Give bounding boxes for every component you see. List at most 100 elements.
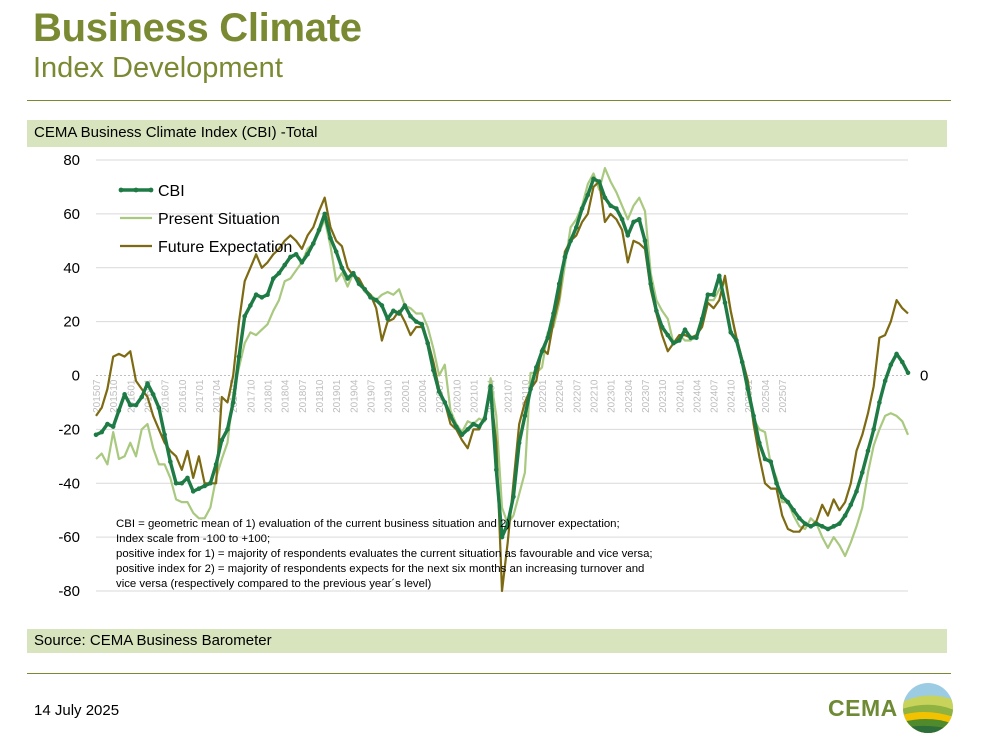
cbi-point [265, 292, 270, 297]
cbi-point [156, 405, 162, 411]
y-tick-label: 40 [63, 260, 80, 277]
cbi-point [419, 322, 425, 327]
cbi-point [511, 494, 516, 500]
cbi-point [591, 176, 596, 182]
y-tick-label: -60 [58, 529, 80, 546]
cbi-point [757, 440, 762, 446]
cbi-point [402, 303, 408, 308]
x-tick-label: 201804 [281, 379, 292, 413]
logo-text: CEMA [828, 695, 898, 721]
note-line: positive index for 1) = majority of resp… [116, 548, 653, 560]
cbi-point [185, 475, 190, 481]
x-tick-label: 201907 [366, 379, 377, 413]
x-tick-label: 201901 [332, 379, 343, 413]
cbi-point [339, 265, 345, 271]
cbi-point [774, 480, 779, 486]
x-tick-label: 201710 [246, 379, 257, 413]
cbi-point [888, 362, 894, 368]
cbi-point [465, 427, 470, 432]
x-tick-label: 201510 [109, 379, 120, 413]
cbi-point [688, 335, 694, 341]
cbi-point [150, 392, 156, 397]
cbi-point [190, 489, 196, 494]
x-tick-label: 202307 [641, 379, 652, 413]
cbi-point [310, 241, 316, 246]
x-tick-label: 201904 [349, 379, 360, 413]
cbi-point [602, 195, 608, 201]
page-subtitle: Index Development [33, 52, 283, 84]
cbi-point [865, 448, 871, 454]
cbi-point [528, 386, 533, 392]
x-tick-label: 201610 [178, 379, 189, 413]
cbi-point [762, 456, 768, 462]
cbi-point [373, 297, 379, 303]
x-tick-label: 201801 [264, 379, 275, 413]
cema-logo: CEMA [828, 682, 956, 736]
x-tick-label: 202310 [658, 379, 669, 413]
cbi-point [728, 330, 734, 335]
cbi-point [242, 313, 247, 319]
cbi-point [831, 524, 836, 529]
cbi-point [722, 300, 728, 306]
x-tick-label: 202107 [504, 379, 515, 413]
cbi-point [636, 216, 642, 222]
legend-marker [133, 187, 139, 193]
cbi-point [625, 233, 631, 238]
cbi-point [562, 254, 568, 260]
cbi-point [614, 206, 619, 211]
cbi-point [705, 292, 711, 297]
x-tick-label: 202401 [675, 379, 686, 413]
cbi-point [225, 427, 230, 432]
cbi-point [854, 489, 859, 494]
cbi-point [539, 348, 545, 354]
header-divider [27, 100, 951, 101]
cbi-point [219, 437, 225, 443]
cbi-point [328, 235, 333, 241]
gridlines [96, 159, 908, 592]
cbi-point [505, 521, 511, 526]
page-title: Business Climate [33, 6, 362, 50]
cbi-point [711, 292, 716, 297]
cbi-point [391, 308, 396, 314]
cbi-point [699, 316, 705, 322]
y-tick-label: 0 [72, 368, 80, 385]
y-tick-label: 60 [63, 206, 80, 223]
cbi-point [802, 521, 808, 526]
cbi-point [516, 440, 522, 446]
y-tick-label: 80 [63, 152, 80, 169]
cbi-point [425, 340, 430, 346]
cbi-point [196, 486, 202, 491]
cbi-point [253, 292, 259, 297]
methodology-note: CBI = geometric mean of 1) evaluation of… [116, 517, 756, 592]
x-tick-label: 202110 [521, 379, 532, 412]
cbi-point [791, 507, 796, 513]
cbi-point [716, 273, 722, 279]
cbi-point [476, 424, 482, 429]
cbi-point [579, 206, 585, 211]
zero-label: 0 [920, 368, 928, 385]
cbi-point [596, 179, 602, 184]
cbi-point [654, 308, 659, 314]
legend: CBI Present Situation Future Expectation [118, 183, 292, 256]
series-lines [93, 167, 911, 593]
cbi-point [534, 365, 539, 370]
x-tick-label: 202204 [555, 379, 566, 413]
y-tick-label: 20 [63, 314, 80, 331]
cbi-point [631, 219, 636, 225]
cbi-point [105, 421, 110, 427]
cbi-point [871, 427, 876, 432]
note-line: vice versa (respectively compared to the… [116, 578, 432, 590]
x-tick-label: 201701 [195, 379, 206, 413]
cbi-point [825, 526, 831, 532]
cbi-point [905, 370, 911, 376]
cbi-point [568, 238, 573, 244]
cbi-point [93, 432, 99, 438]
legend-label: Future Expectation [158, 239, 292, 256]
cbi-point [779, 494, 785, 500]
cbi-point [471, 421, 476, 427]
cbi-point [453, 424, 459, 429]
x-tick-label: 202507 [778, 379, 789, 413]
cbi-point [551, 311, 556, 316]
x-tick-label: 201704 [212, 379, 223, 413]
y-axis-labels: -80 -60 -40 -20 0 20 40 60 80 0 [58, 152, 928, 600]
